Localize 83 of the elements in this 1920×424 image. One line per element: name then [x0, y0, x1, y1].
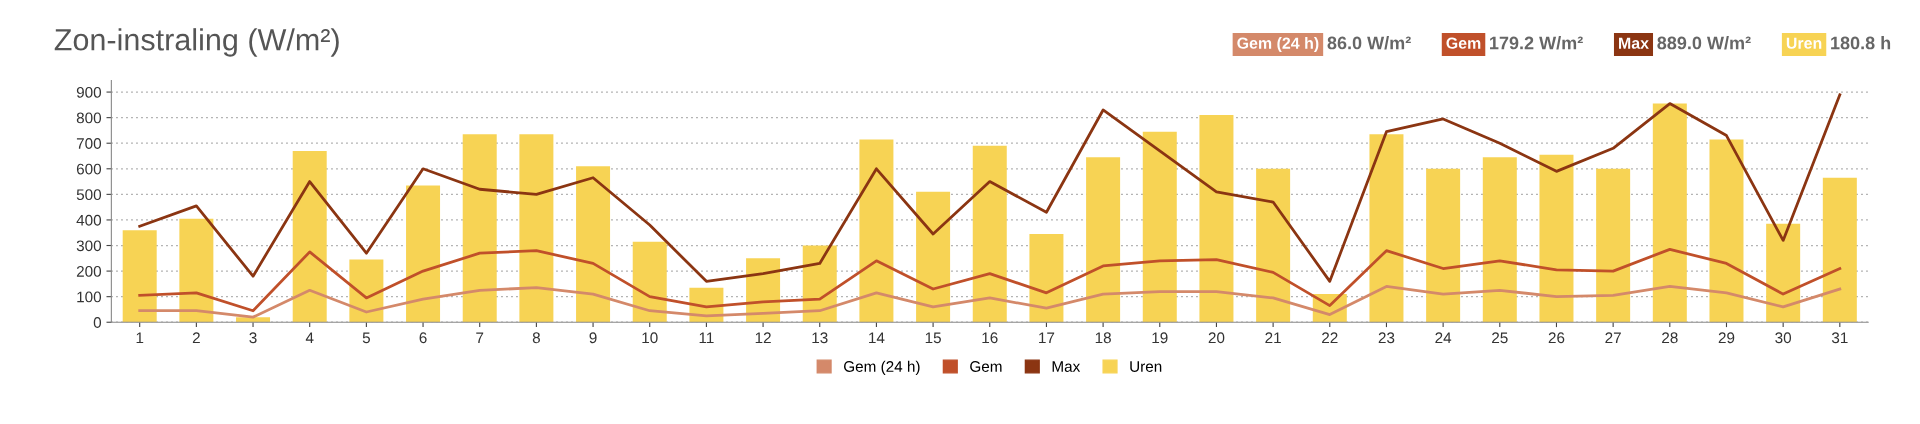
text: 180.8 h — [1831, 36, 1891, 50]
x-tick-label: 3 — [249, 332, 257, 344]
x-tick-label: 31 — [1831, 332, 1848, 344]
bar — [1142, 131, 1177, 323]
x-tick-label: 14 — [869, 332, 885, 344]
y-tick-label: 500 — [76, 189, 102, 201]
x-tick-label: 23 — [1378, 332, 1395, 344]
chart-title: Zon-instraling (W/m²) — [54, 28, 339, 57]
bar — [1822, 177, 1857, 323]
x-tick-label: 27 — [1605, 332, 1621, 344]
x-tick-label: 1 — [136, 332, 144, 344]
x-tick-label: 12 — [755, 332, 771, 344]
x-tick-label: 15 — [925, 332, 941, 344]
x-tick-label: 19 — [1152, 332, 1168, 344]
text: Gem (24 h) — [1237, 37, 1319, 52]
y-tick-label: 100 — [77, 291, 102, 303]
x-tick-label: 30 — [1775, 332, 1792, 344]
bar — [1596, 168, 1631, 323]
bar — [1199, 115, 1234, 323]
y-tick-label: 300 — [76, 240, 102, 252]
y-tick-label: 700 — [76, 138, 102, 149]
x-tick-label: 9 — [589, 332, 597, 344]
line-series — [138, 247, 1842, 313]
bar — [462, 134, 497, 323]
bar — [576, 166, 611, 323]
bar — [292, 150, 327, 323]
x-tick-label: 6 — [419, 332, 427, 344]
bar — [972, 145, 1007, 323]
text: Gem — [1446, 37, 1481, 49]
x-tick-label: 18 — [1095, 332, 1111, 344]
legend-label: Gem — [970, 361, 1002, 372]
bar — [519, 134, 554, 323]
legend-label: Gem (24 h) — [844, 360, 920, 375]
line-series — [138, 93, 1842, 283]
x-tick-label: 25 — [1492, 332, 1508, 344]
bar — [916, 191, 951, 323]
bar — [236, 317, 271, 323]
bar — [1482, 157, 1517, 323]
legend-label: Max — [1052, 361, 1081, 372]
text: 179.2 W/m² — [1490, 36, 1583, 50]
text: Max — [1619, 37, 1649, 49]
x-tick-label: 8 — [532, 332, 540, 344]
y-tick-label: 600 — [76, 163, 102, 175]
text: Uren — [1786, 37, 1822, 49]
bar — [1029, 234, 1064, 323]
y-tick-label: 0 — [93, 317, 102, 328]
bar — [1426, 168, 1461, 323]
x-tick-label: 13 — [812, 332, 828, 344]
bar — [1652, 103, 1687, 323]
bar — [406, 185, 441, 323]
x-tick-label: 28 — [1662, 332, 1678, 344]
x-tick-label: 5 — [362, 332, 370, 344]
bar — [1369, 134, 1404, 323]
x-tick-label: 26 — [1548, 332, 1565, 344]
x-tick-label: 20 — [1208, 332, 1225, 344]
bar — [859, 139, 894, 323]
legend-label: Uren — [1130, 361, 1162, 372]
bar — [1539, 154, 1574, 323]
x-tick-label: 7 — [476, 332, 484, 344]
x-tick-label: 24 — [1435, 332, 1452, 344]
text: 889.0 W/m² — [1657, 36, 1751, 50]
y-tick-label: 200 — [76, 265, 102, 277]
bar — [1256, 168, 1291, 323]
bar — [1086, 157, 1121, 323]
bar — [122, 230, 157, 323]
x-tick-label: 4 — [305, 332, 314, 344]
x-tick-label: 16 — [982, 332, 998, 344]
x-tick-label: 22 — [1322, 332, 1338, 344]
bar — [1709, 139, 1744, 323]
x-tick-label: 29 — [1718, 332, 1735, 344]
y-tick-label: 800 — [76, 112, 102, 124]
x-tick-label: 2 — [192, 332, 200, 344]
text: 86.0 W/m² — [1327, 36, 1411, 50]
y-tick-label: 900 — [76, 86, 102, 98]
x-tick-label: 10 — [642, 332, 658, 344]
bar — [179, 218, 214, 323]
bar — [1766, 223, 1801, 323]
line-series — [138, 285, 1842, 319]
y-tick-label: 400 — [76, 214, 102, 226]
x-tick-label: 21 — [1265, 332, 1281, 344]
bar — [632, 241, 667, 323]
x-tick-label: 11 — [699, 332, 714, 344]
x-tick-label: 17 — [1039, 332, 1055, 344]
